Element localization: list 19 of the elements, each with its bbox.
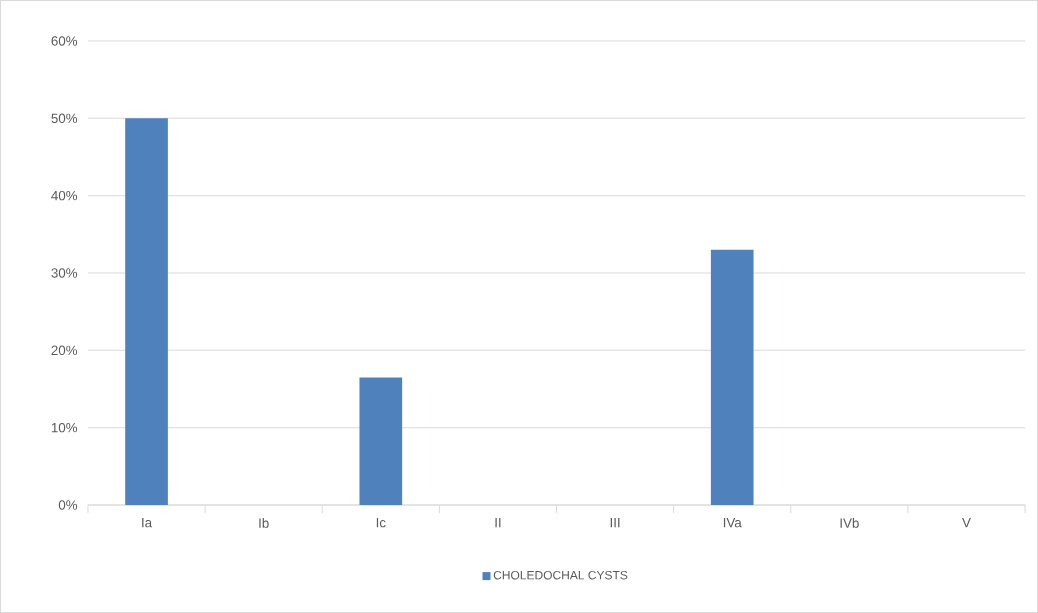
x-tick-label: IVb bbox=[840, 518, 859, 528]
y-tick-label: 30% bbox=[51, 268, 78, 278]
x-tick-label: II bbox=[495, 518, 501, 528]
y-tick-label: 40% bbox=[51, 190, 78, 201]
y-tick-label: 10% bbox=[51, 422, 78, 433]
x-tick-label: III bbox=[610, 518, 620, 528]
x-tick-label: IVa bbox=[723, 518, 742, 528]
x-tick-label: Ia bbox=[142, 518, 153, 528]
y-tick-label: 0% bbox=[58, 500, 78, 510]
y-tick-label: 50% bbox=[51, 113, 78, 124]
y-tick-label: 20% bbox=[51, 345, 78, 356]
x-tick-label: Ic bbox=[376, 518, 386, 528]
bar bbox=[359, 377, 403, 506]
x-tick-label: Ib bbox=[259, 518, 269, 528]
legend-label: CHOLEDOCHAL CYSTS bbox=[493, 570, 628, 580]
bar bbox=[125, 118, 168, 506]
bar bbox=[710, 249, 754, 506]
x-tick-label: V bbox=[962, 518, 971, 528]
y-tick-label: 60% bbox=[51, 36, 78, 46]
